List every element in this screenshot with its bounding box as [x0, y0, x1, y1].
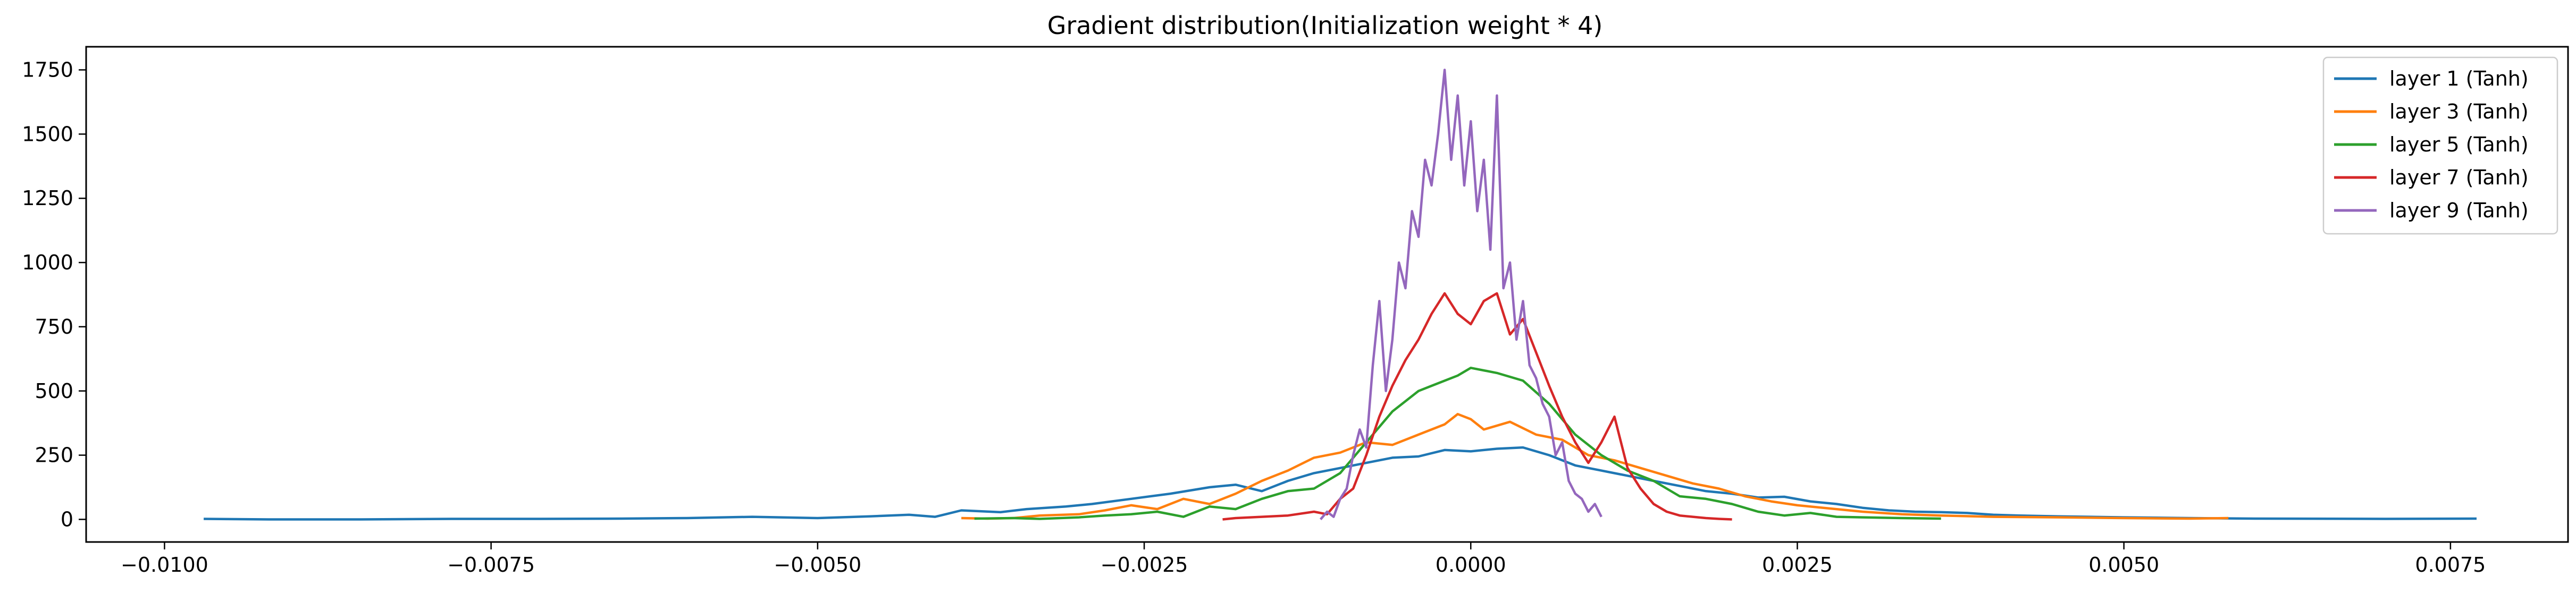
series-line-2	[961, 413, 2229, 520]
series-lines	[204, 69, 2477, 521]
y-tick-label: 1750	[22, 58, 73, 82]
legend-label-1: layer 1 (Tanh)	[2389, 67, 2529, 90]
y-tick-label: 1000	[22, 251, 73, 274]
y-tick-label: 1250	[22, 187, 73, 210]
legend: layer 1 (Tanh) layer 3 (Tanh) layer 5 (Tan…	[2322, 56, 2558, 235]
legend-box	[2322, 56, 2558, 235]
legend-label-3: layer 5 (Tanh)	[2389, 133, 2529, 156]
y-tick-label: 750	[35, 315, 73, 338]
x-axis-ticks: −0.0100 −0.0075 −0.0050 −0.0025 0.0000 0.0025…	[121, 542, 2486, 577]
y-tick-label: 1500	[22, 122, 73, 146]
x-tick-label: −0.0050	[774, 553, 861, 577]
series-line-5	[1319, 69, 1602, 520]
x-tick-label: −0.0025	[1101, 553, 1188, 577]
series-line-1	[204, 446, 2477, 521]
chart-title: Gradient distribution(Initialization wei…	[1047, 11, 1603, 40]
x-tick-label: 0.0025	[1762, 553, 1833, 577]
x-tick-label: 0.0050	[2088, 553, 2159, 577]
plot-area-frame	[85, 46, 2569, 543]
x-tick-label: −0.0075	[447, 553, 535, 577]
x-tick-label: −0.0100	[121, 553, 208, 577]
y-tick-label: 0	[61, 507, 73, 531]
y-axis-ticks: 0 250 500 750 1000 1250 1500 1750	[22, 58, 86, 531]
y-tick-label: 500	[35, 379, 73, 403]
legend-label-5: layer 9 (Tanh)	[2389, 199, 2529, 222]
x-tick-label: 0.0000	[1436, 553, 1506, 577]
y-tick-label: 250	[35, 444, 73, 467]
series-line-3	[974, 367, 1941, 520]
legend-label-4: layer 7 (Tanh)	[2389, 166, 2529, 189]
x-tick-label: 0.0075	[2415, 553, 2486, 577]
legend-label-2: layer 3 (Tanh)	[2389, 100, 2529, 123]
